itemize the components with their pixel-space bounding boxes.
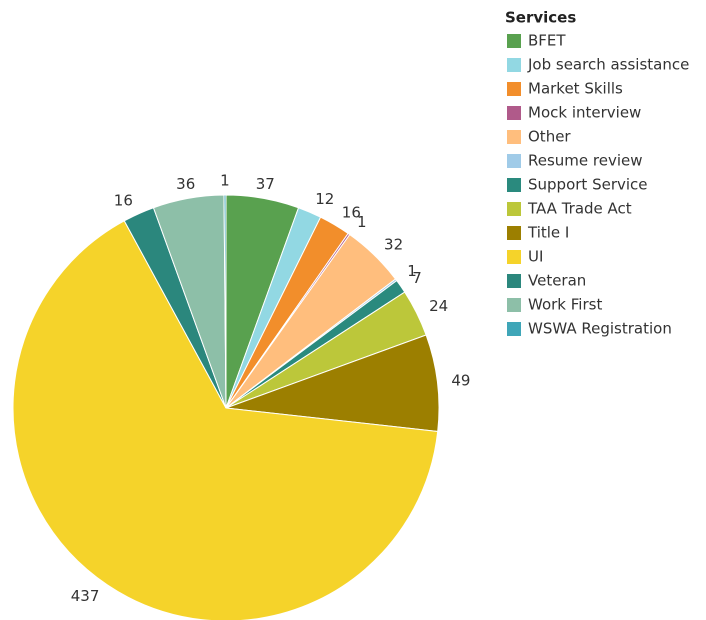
legend-title: Services bbox=[505, 9, 576, 27]
legend-swatch bbox=[507, 82, 521, 96]
legend-swatch bbox=[507, 202, 521, 216]
legend-label: WSWA Registration bbox=[528, 320, 672, 338]
legend-label: Title I bbox=[527, 224, 569, 242]
legend-label: Mock interview bbox=[528, 104, 641, 122]
data-label: 7 bbox=[412, 269, 422, 287]
legend-swatch bbox=[507, 58, 521, 72]
legend-label: Support Service bbox=[528, 176, 648, 194]
pie-slice bbox=[12, 220, 439, 620]
legend-swatch bbox=[507, 130, 521, 144]
data-label: 16 bbox=[342, 203, 361, 221]
legend-label: UI bbox=[528, 248, 543, 266]
data-label: 12 bbox=[315, 190, 334, 208]
legend-label: Job search assistance bbox=[527, 56, 689, 74]
legend-swatch bbox=[507, 154, 521, 168]
legend-label: Veteran bbox=[528, 272, 586, 290]
legend-swatch bbox=[507, 34, 521, 48]
data-label: 437 bbox=[71, 587, 100, 605]
pie-slice bbox=[225, 334, 440, 433]
data-label: 24 bbox=[429, 297, 448, 315]
data-label: 32 bbox=[384, 236, 403, 254]
legend-label: Market Skills bbox=[528, 80, 623, 98]
legend-label: Resume review bbox=[528, 152, 643, 170]
legend-swatch bbox=[507, 178, 521, 192]
pie-slice bbox=[223, 194, 227, 409]
data-label: 37 bbox=[256, 175, 275, 193]
legend-label: Other bbox=[528, 128, 571, 146]
legend-swatch bbox=[507, 250, 521, 264]
data-label: 1 bbox=[407, 262, 417, 280]
legend-swatch bbox=[507, 322, 521, 336]
legend-label: Work First bbox=[528, 296, 602, 314]
legend-swatch bbox=[507, 106, 521, 120]
data-label: 49 bbox=[451, 371, 470, 389]
data-label: 36 bbox=[176, 175, 195, 193]
data-label: 1 bbox=[357, 213, 367, 231]
legend-label: TAA Trade Act bbox=[527, 200, 632, 218]
legend-swatch bbox=[507, 298, 521, 312]
legend-swatch bbox=[507, 226, 521, 240]
data-label: 1 bbox=[220, 172, 230, 190]
data-label: 16 bbox=[114, 191, 133, 209]
legend-swatch bbox=[507, 274, 521, 288]
legend-label: BFET bbox=[528, 32, 566, 50]
